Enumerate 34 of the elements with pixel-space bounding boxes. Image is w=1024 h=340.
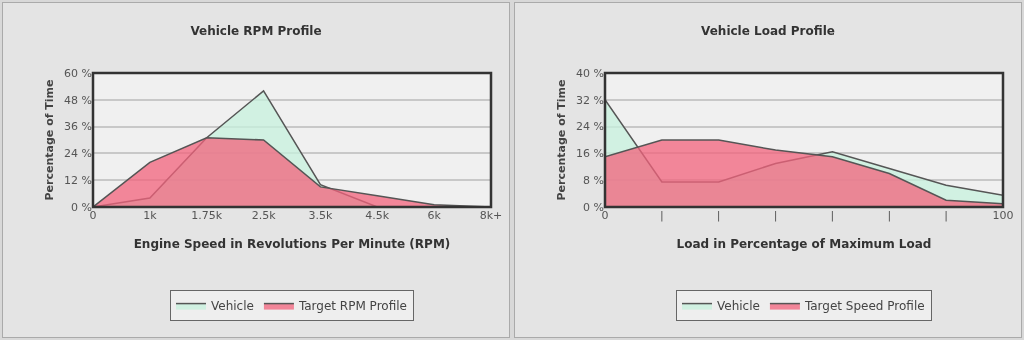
y-tick-label: 12 % — [64, 174, 92, 188]
legend-label: Vehicle — [211, 299, 254, 314]
x-tick-label: 2.5k — [251, 209, 277, 222]
x-tick-label: | — [716, 209, 721, 222]
legend-label: Target Speed Profile — [803, 299, 925, 314]
x-tick-label: 100 — [992, 209, 1014, 222]
y-axis-title: Percentage of Time — [554, 79, 568, 201]
legend-label: Target RPM Profile — [297, 299, 407, 314]
x-tick-label: 1.75k — [191, 209, 223, 222]
x-axis-title: Load in Percentage of Maximum Load — [676, 236, 932, 251]
x-tick-label: 1k — [143, 209, 158, 222]
y-tick-label: 40 % — [576, 66, 604, 80]
x-tick-label: | — [660, 209, 664, 222]
x-tick-label: 4.5k — [365, 209, 390, 222]
y-tick-label: 60 % — [64, 66, 92, 80]
y-tick-label: 48 % — [64, 93, 92, 107]
y-tick-label: 24 % — [576, 120, 604, 134]
x-tick-label: | — [773, 209, 778, 222]
x-tick-label: 6k — [427, 209, 442, 222]
x-tick-label: | — [887, 209, 892, 222]
legend-label: Vehicle — [717, 299, 760, 314]
x-tick-label: | — [944, 209, 948, 222]
x-tick-label: 3.5k — [308, 209, 333, 222]
y-tick-label: 8 % — [583, 174, 604, 188]
y-tick-label: 36 % — [64, 120, 92, 134]
y-axis-title: Percentage of Time — [42, 79, 56, 201]
x-axis-title: Engine Speed in Revolutions Per Minute (RPM) — [133, 236, 451, 251]
x-tick-label: | — [830, 209, 835, 222]
x-tick-label: 8k+ — [479, 209, 503, 222]
y-tick-label: 32 % — [576, 93, 604, 107]
chart-title: Vehicle RPM Profile — [190, 23, 322, 38]
y-tick-label: 24 % — [64, 147, 92, 161]
chart-title: Vehicle Load Profile — [701, 23, 835, 38]
y-tick-label: 16 % — [576, 147, 604, 161]
